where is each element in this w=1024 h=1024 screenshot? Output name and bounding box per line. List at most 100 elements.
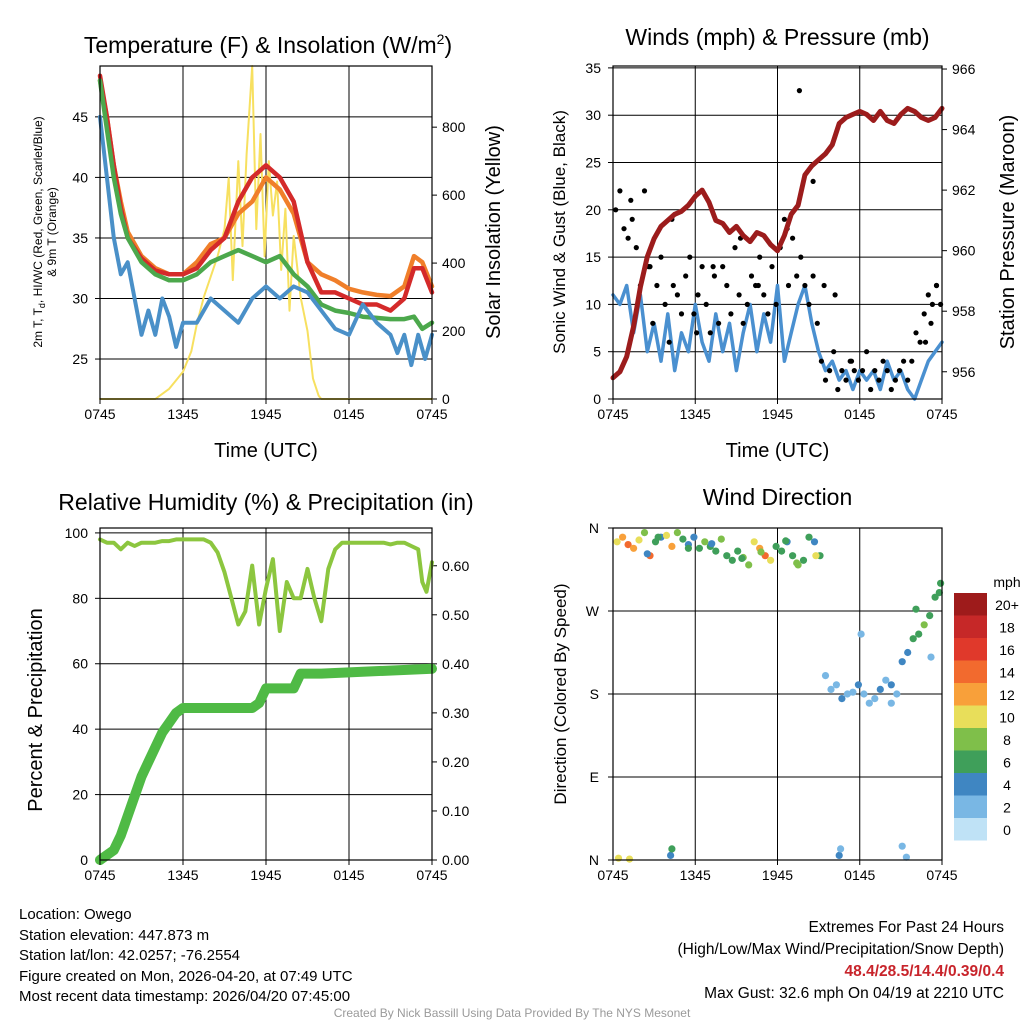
direction-point [931, 593, 939, 601]
legend-swatch [954, 705, 987, 728]
gust-point [888, 386, 894, 393]
x-tick-label: 1945 [762, 406, 793, 422]
gust-point [827, 368, 833, 374]
direction-point [630, 544, 638, 552]
direction-point [912, 605, 920, 613]
direction-point [805, 533, 813, 541]
direction-point [837, 845, 845, 853]
direction-point [937, 579, 945, 587]
direction-point [935, 589, 943, 597]
direction-point [827, 685, 835, 694]
y-tick-label: 30 [585, 107, 601, 123]
gust-point [880, 358, 886, 364]
legend-swatch [954, 818, 987, 841]
y-tick-label: 0 [593, 391, 601, 407]
gust-point [848, 358, 855, 364]
gust-point [781, 216, 788, 222]
direction-point [849, 688, 857, 696]
direction-point [662, 531, 671, 540]
gust-point [695, 292, 701, 298]
panel-title: Wind Direction [703, 484, 853, 510]
direction-point [667, 851, 675, 860]
direction-point [728, 556, 736, 564]
max-gust-text: Max Gust: 32.6 mph On 04/19 at 2210 UTC [704, 985, 1004, 1002]
gust-point [814, 320, 820, 326]
y-tick-label-right: 0.00 [442, 852, 469, 868]
gust-point [773, 301, 779, 307]
direction-point [865, 699, 873, 707]
gust-point [901, 358, 907, 364]
direction-point [860, 690, 868, 698]
gust-point [806, 301, 812, 307]
direction-point [668, 845, 676, 853]
x-tick-label: 0745 [84, 867, 115, 883]
direction-point [832, 681, 841, 689]
gust-point [818, 358, 825, 364]
y-axis-label-left: 2m T, Td, HI/WC (Red, Green, Scarlet/Blu… [31, 116, 47, 347]
gust-point [769, 264, 775, 270]
gust-point [796, 88, 803, 94]
x-axis-label: Time (UTC) [726, 440, 830, 462]
direction-point [673, 529, 682, 537]
direction-point [927, 653, 935, 661]
direction-point [898, 658, 906, 666]
gust-point [761, 292, 767, 298]
direction-point [810, 538, 819, 546]
direction-point [625, 855, 634, 863]
gust-point [732, 245, 738, 251]
gust-point [694, 330, 700, 336]
gust-point [802, 282, 808, 289]
dewpoint-line [98, 114, 434, 368]
gust-point [728, 311, 734, 317]
direction-point [614, 854, 623, 862]
y-tick-label-right: 0.60 [442, 558, 469, 574]
gust-point [757, 254, 763, 260]
gust-point [929, 301, 936, 307]
gust-point [703, 301, 709, 307]
precipitation-line [95, 663, 437, 865]
legend-label: 4 [1003, 777, 1011, 793]
direction-point [624, 541, 632, 549]
direction-point [757, 548, 765, 556]
y-tick-label-right: 0 [442, 391, 450, 407]
direction-point [789, 552, 797, 560]
latlon-text: Station lat/lon: 42.0257; -76.2554 [19, 947, 241, 964]
gust-point [913, 330, 919, 336]
gust-point [699, 264, 705, 270]
gust-point [794, 273, 800, 279]
extremes-info: Extremes For Past 24 Hours (High/Low/Max… [678, 917, 1005, 1005]
direction-point [857, 630, 865, 638]
gust-point [633, 245, 639, 251]
panel-3: 0 20 40 60 80 100 0.00 0.10 0.20 0.30 0.40 0.50 0.60… [25, 489, 474, 883]
direction-point [643, 550, 651, 558]
gust-point [798, 254, 804, 260]
gust-point [740, 320, 746, 326]
gust-point [736, 292, 742, 298]
legend-title: mph [993, 574, 1020, 590]
legend-swatch [954, 773, 987, 796]
gust-point [707, 330, 713, 336]
y-tick-label: 30 [72, 290, 88, 306]
direction-point [876, 685, 884, 694]
direction-point [898, 842, 906, 850]
speed-legend: mph 20+ 18 16 14 12 10 8 6 4 2 0 [954, 574, 1021, 841]
y-tick-label: 0 [80, 852, 88, 868]
x-axis-label: Time (UTC) [214, 440, 318, 462]
recent-data-text: Most recent data timestamp: 2026/04/20 0… [19, 988, 351, 1005]
y-tick-label-right: 0.20 [442, 754, 469, 770]
x-tick-label: 1345 [680, 867, 711, 883]
gust-point [674, 292, 681, 298]
direction-point [619, 533, 627, 541]
gust-point [928, 320, 934, 326]
direction-point [838, 695, 846, 703]
y-tick-label-right: 0.50 [442, 607, 469, 623]
direction-point [782, 537, 790, 545]
x-tick-label: 0145 [844, 867, 875, 883]
y-tick-label: 40 [72, 721, 88, 737]
x-tick-label: 0745 [926, 867, 957, 883]
legend-label: 16 [999, 642, 1015, 658]
panel-2: 0 5 10 15 20 25 30 35 956 958 960 962 964 966 0745 1345… [550, 24, 1019, 462]
y-tick-label: 5 [593, 344, 601, 360]
